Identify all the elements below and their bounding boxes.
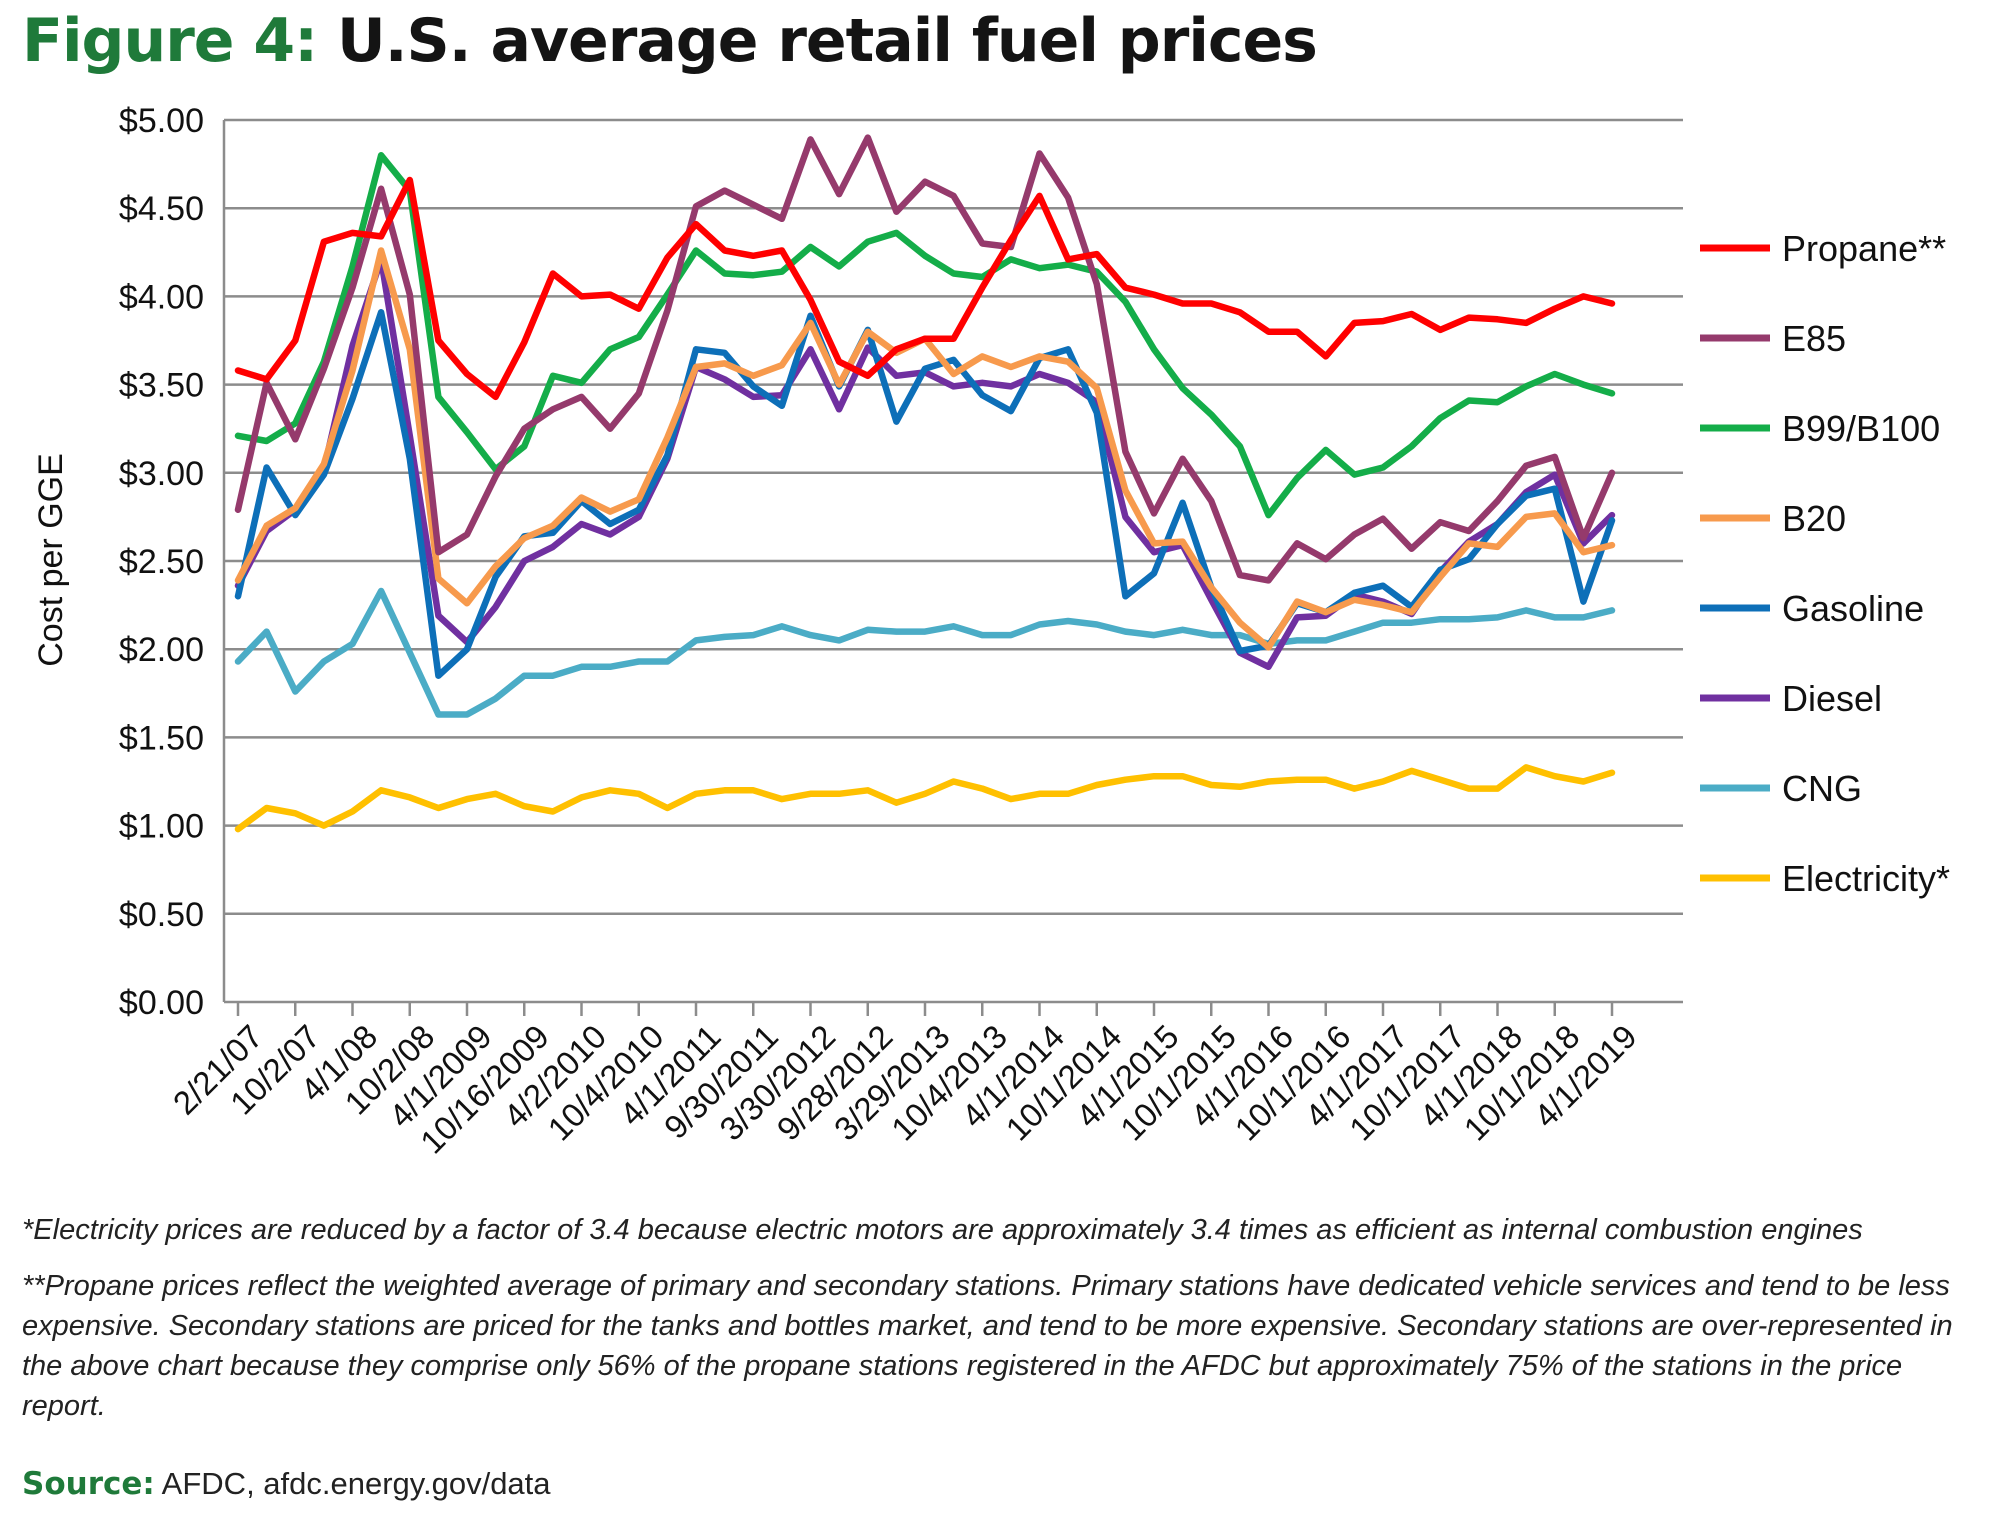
- y-tick-label: $1.50: [119, 719, 204, 757]
- legend-label-b99-b100: B99/B100: [1782, 408, 1940, 449]
- legend-label-propane: Propane**: [1782, 228, 1946, 269]
- series-line-propane: [234, 176, 1616, 401]
- figure-title-main: U.S. average retail fuel prices: [337, 6, 1318, 76]
- source-label: Source:: [22, 1466, 155, 1502]
- y-axis-label: Cost per GGE: [32, 453, 70, 667]
- y-tick-label: $4.50: [119, 190, 204, 228]
- y-tick-label: $2.50: [119, 543, 204, 581]
- y-tick-label: $0.00: [119, 984, 204, 1022]
- y-tick-label: $3.50: [119, 367, 204, 405]
- legend-label-cng: CNG: [1782, 768, 1862, 809]
- series-line-gasoline: [234, 309, 1616, 679]
- propane-footnote: **Propane prices reflect the weighted av…: [22, 1270, 1953, 1422]
- legend-label-b20: B20: [1782, 498, 1846, 539]
- electricity-footnote: *Electricity prices are reduced by a fac…: [22, 1214, 1863, 1246]
- legend-label-diesel: Diesel: [1782, 678, 1882, 719]
- y-tick-label: $3.00: [119, 455, 204, 493]
- y-tick-label: $4.00: [119, 278, 204, 316]
- legend: Propane** E85 B99/B100 B20 Gasoline Diesel CNG…: [1700, 228, 1950, 899]
- y-tick-label: $5.00: [119, 102, 204, 140]
- series-line-b99-b100: [234, 152, 1616, 519]
- source-text: AFDC, afdc.energy.gov/data: [154, 1466, 551, 1501]
- series-line-cng: [234, 587, 1616, 718]
- y-tick-label: $0.50: [119, 896, 204, 934]
- figure-title: Figure 4: U.S. average retail fuel price…: [22, 6, 1318, 76]
- y-tick-label: $2.00: [119, 631, 204, 669]
- series-line-e85: [234, 134, 1616, 584]
- source-line: Source: AFDC, afdc.energy.gov/data: [22, 1466, 551, 1502]
- legend-label-gasoline: Gasoline: [1782, 588, 1924, 629]
- legend-label-e85: E85: [1782, 318, 1846, 359]
- line-chart: $0.00 $0.50 $1.00 $1.50 $2.00 $2.50 $3.00 $3.50…: [32, 102, 1950, 1161]
- y-tick-label: $1.00: [119, 808, 204, 846]
- legend-label-electricity: Electricity*: [1782, 858, 1950, 899]
- figure-title-lead: Figure 4:: [22, 6, 318, 76]
- series-lines: [234, 134, 1616, 833]
- series-line-electricity: [234, 764, 1616, 833]
